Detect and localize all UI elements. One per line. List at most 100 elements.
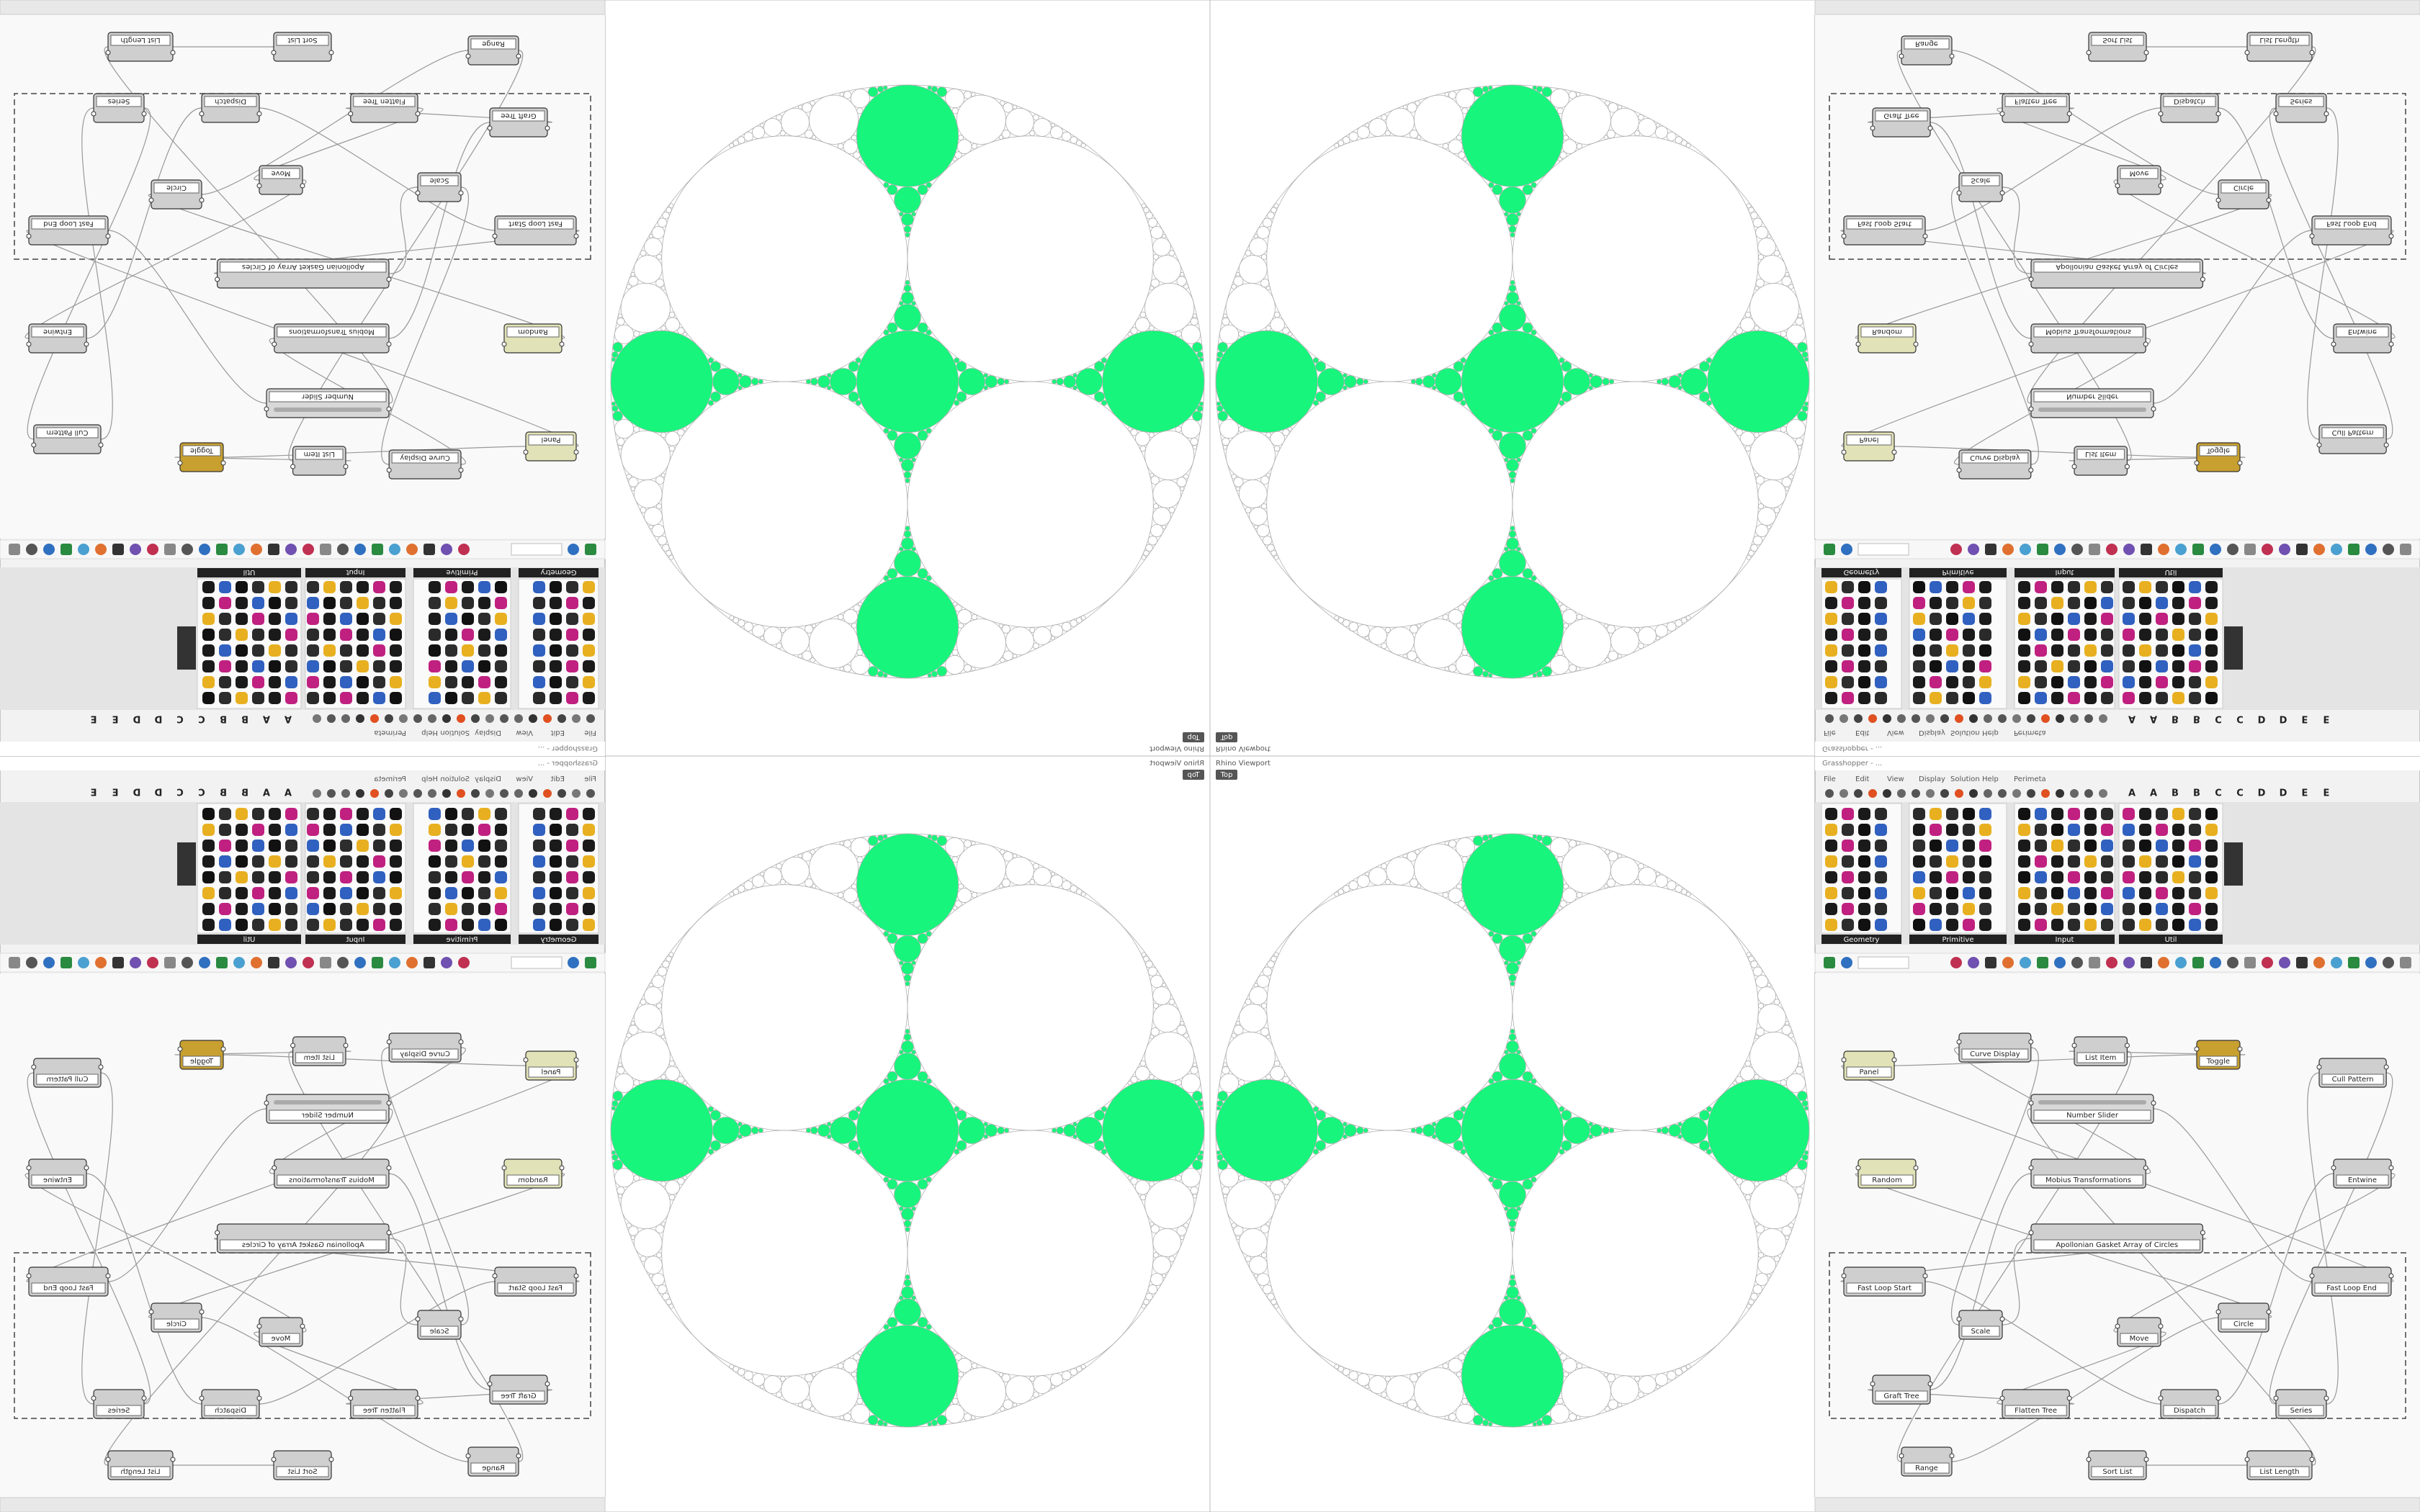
component-icon[interactable] (1979, 824, 1991, 836)
toolbar-button[interactable] (164, 544, 176, 555)
component-icon[interactable] (1875, 840, 1887, 852)
component-label[interactable]: Apollonian Gasket Array of Circles (242, 263, 364, 271)
component-icon[interactable] (429, 855, 441, 868)
component-icon[interactable] (323, 871, 336, 883)
component-icon[interactable] (2139, 887, 2151, 899)
toolbar-button[interactable] (251, 544, 262, 555)
component-icon[interactable] (373, 660, 385, 672)
component-icon[interactable] (1963, 676, 1975, 688)
tab-icon[interactable] (500, 789, 508, 798)
component-icon[interactable] (2172, 629, 2184, 641)
component-icon[interactable] (2156, 597, 2168, 609)
component-icon[interactable] (2139, 871, 2151, 883)
tab-icon[interactable] (1897, 789, 1906, 798)
component-icon[interactable] (2156, 613, 2168, 625)
component-icon[interactable] (285, 660, 297, 672)
component-icon[interactable] (1875, 644, 1887, 657)
component-icon[interactable] (566, 644, 578, 657)
component-icon[interactable] (2172, 919, 2184, 931)
component-icon[interactable] (285, 840, 297, 852)
component-icon[interactable] (357, 855, 369, 868)
toolbar-button[interactable] (147, 957, 158, 968)
ribbon-tab[interactable]: Input (2056, 568, 2074, 576)
menu-item[interactable]: Perimeta (374, 775, 406, 783)
component-icon[interactable] (1825, 613, 1837, 625)
component-label[interactable]: Apollonian Gasket Array of Circles (2056, 263, 2178, 271)
ribbon-tab[interactable]: Input (2056, 936, 2074, 944)
tab-letter[interactable]: B (2172, 714, 2179, 724)
tab-icon[interactable] (572, 714, 581, 723)
component-icon[interactable] (462, 597, 474, 609)
tab-letter[interactable]: B (220, 788, 227, 799)
component-icon[interactable] (202, 676, 215, 688)
toolbar-button[interactable] (268, 957, 279, 968)
component-icon[interactable] (2068, 692, 2080, 704)
component-label[interactable]: Panel (542, 436, 561, 444)
toolbar-button[interactable] (182, 957, 193, 968)
tab-icon[interactable] (341, 714, 350, 723)
tab-letter[interactable]: E (2323, 714, 2330, 724)
toolbar-button[interactable] (1950, 957, 1962, 968)
component-icon[interactable] (2189, 597, 2201, 609)
component-icon[interactable] (1825, 629, 1837, 641)
component-icon[interactable] (357, 676, 369, 688)
tab-letter[interactable]: E (112, 714, 119, 724)
tab-icon[interactable] (1868, 714, 1877, 723)
tab-icon[interactable] (428, 714, 436, 723)
component-icon[interactable] (202, 919, 215, 931)
component-icon[interactable] (1963, 903, 1975, 915)
component-icon[interactable] (307, 840, 319, 852)
component-icon[interactable] (285, 629, 297, 641)
component-icon[interactable] (550, 660, 562, 672)
toolbar-button[interactable] (268, 544, 279, 555)
component-icon[interactable] (236, 871, 248, 883)
component-icon[interactable] (1858, 919, 1870, 931)
tab-icon[interactable] (1825, 789, 1834, 798)
component-icon[interactable] (445, 644, 457, 657)
component-icon[interactable] (357, 887, 369, 899)
tab-icon[interactable] (2099, 789, 2107, 798)
ribbon-tab[interactable]: Util (2165, 568, 2177, 576)
toolbar-button[interactable] (2071, 544, 2083, 555)
toolbar-button[interactable] (43, 544, 55, 555)
component-icon[interactable] (1963, 871, 1975, 883)
component-icon[interactable] (2018, 676, 2030, 688)
component-icon[interactable] (390, 919, 402, 931)
component-icon[interactable] (1930, 808, 1942, 820)
component-icon[interactable] (2084, 581, 2097, 593)
component-label[interactable]: Cull Pattern (2332, 428, 2374, 436)
component-icon[interactable] (357, 824, 369, 836)
component-icon[interactable] (550, 840, 562, 852)
component-label[interactable]: Fast Loop Start (1857, 1284, 1912, 1292)
tab-icon[interactable] (413, 789, 422, 798)
menu-item[interactable]: Perimeta (2014, 729, 2046, 737)
component-icon[interactable] (478, 644, 490, 657)
tab-letter[interactable]: E (91, 788, 97, 799)
view-button[interactable]: Top (1188, 771, 1201, 779)
component-icon[interactable] (2068, 903, 2080, 915)
component-icon[interactable] (478, 919, 490, 931)
component-icon[interactable] (533, 855, 545, 868)
component-icon[interactable] (495, 824, 507, 836)
tab-icon[interactable] (313, 789, 321, 798)
component-icon[interactable] (566, 676, 578, 688)
component-icon[interactable] (236, 629, 248, 641)
component-icon[interactable] (236, 597, 248, 609)
tab-icon[interactable] (457, 789, 465, 798)
component-icon[interactable] (533, 581, 545, 593)
component-icon[interactable] (1930, 597, 1942, 609)
component-icon[interactable] (2205, 613, 2218, 625)
component-icon[interactable] (1930, 692, 1942, 704)
component-icon[interactable] (1979, 887, 1991, 899)
component-icon[interactable] (1858, 597, 1870, 609)
view-button[interactable]: Top (1220, 771, 1233, 779)
component-icon[interactable] (2123, 824, 2135, 836)
component-icon[interactable] (373, 824, 385, 836)
component-icon[interactable] (1913, 855, 1925, 868)
component-icon[interactable] (533, 919, 545, 931)
component-icon[interactable] (2068, 629, 2080, 641)
component-icon[interactable] (2189, 808, 2201, 820)
component-icon[interactable] (1875, 660, 1887, 672)
component-icon[interactable] (1930, 840, 1942, 852)
component-icon[interactable] (566, 660, 578, 672)
